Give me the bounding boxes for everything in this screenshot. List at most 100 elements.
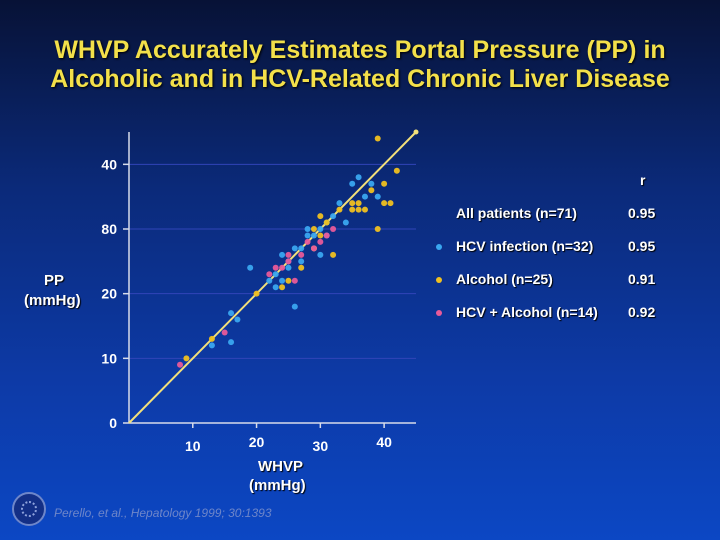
legend-r-header: r xyxy=(640,172,646,188)
point-hcv-alcohol-9 xyxy=(323,232,330,239)
point-alcohol-19 xyxy=(387,200,394,207)
point-alcohol-20 xyxy=(393,167,400,174)
point-hcv-alcohol-4 xyxy=(285,258,292,265)
point-hcv-alcohol-2 xyxy=(272,264,279,271)
point-hcv-infection-31 xyxy=(304,232,311,239)
point-hcv-alcohol-8 xyxy=(317,238,324,245)
point-alcohol-23 xyxy=(349,200,356,207)
y-tick-label-10: 10 xyxy=(101,350,117,366)
identity-line-group xyxy=(128,129,419,424)
point-hcv-infection-23 xyxy=(368,180,375,187)
point-hcv-infection-15 xyxy=(317,226,324,232)
y-tick-label-40: 40 xyxy=(101,156,117,172)
legend-r-alcohol: 0.91 xyxy=(628,271,656,287)
point-alcohol-12 xyxy=(355,200,362,207)
legend-row-hcv: HCV infection (n=32) 0.95 xyxy=(432,238,692,258)
point-alcohol-5 xyxy=(298,264,305,271)
point-hcv-infection-4 xyxy=(247,264,254,271)
point-hcv-infection-5 xyxy=(266,277,273,284)
point-alcohol-10 xyxy=(336,206,343,213)
legend-row-hcv-alcohol: HCV + Alcohol (n=14) 0.92 xyxy=(432,304,692,324)
point-hcv-infection-25 xyxy=(317,251,324,258)
identity-line xyxy=(128,131,417,424)
point-hcv-infection-10 xyxy=(291,303,298,310)
point-alcohol-0 xyxy=(183,355,190,362)
point-hcv-infection-28 xyxy=(279,277,286,284)
point-alcohol-21 xyxy=(310,226,317,232)
point-alcohol-8 xyxy=(323,219,330,226)
point-hcv-infection-19 xyxy=(342,219,349,226)
x-tick-label-10: 10 xyxy=(185,438,201,454)
point-hcv-alcohol-3 xyxy=(279,264,286,271)
x-axis-label-line1: WHVP xyxy=(258,458,303,475)
point-alcohol-11 xyxy=(349,206,356,213)
point-hcv-alcohol-13 xyxy=(304,238,311,245)
slide-title: WHVP Accurately Estimates Portal Pressur… xyxy=(0,36,720,94)
point-alcohol-18 xyxy=(381,180,388,187)
point-hcv-infection-24 xyxy=(374,193,381,200)
legend-dot-hcv xyxy=(436,244,442,250)
point-alcohol-3 xyxy=(279,284,286,291)
x-tick-label-40: 40 xyxy=(376,434,392,450)
point-hcv-alcohol-1 xyxy=(221,329,228,336)
point-alcohol-22 xyxy=(317,232,324,239)
point-hcv-infection-7 xyxy=(279,251,286,258)
point-hcv-infection-18 xyxy=(336,200,343,207)
point-alcohol-4 xyxy=(285,277,292,284)
x-tick-label-30: 30 xyxy=(313,438,329,454)
legend-label-hcv-alcohol: HCV + Alcohol (n=14) xyxy=(456,304,598,320)
point-hcv-infection-12 xyxy=(304,226,311,232)
point-hcv-infection-20 xyxy=(349,180,356,187)
point-hcv-infection-11 xyxy=(298,258,305,265)
point-hcv-infection-2 xyxy=(228,310,235,317)
point-alcohol-14 xyxy=(368,187,375,194)
point-hcv-infection-14 xyxy=(310,232,317,239)
x-tick-label-20: 20 xyxy=(249,434,265,450)
title-line-2: Alcoholic and in HCV-Related Chronic Liv… xyxy=(50,65,670,93)
point-hcv-alcohol-12 xyxy=(285,251,292,258)
point-hcv-infection-21 xyxy=(355,174,362,181)
point-hcv-alcohol-6 xyxy=(298,251,305,258)
citation: Perello, et al., Hepatology 1999; 30:139… xyxy=(54,506,272,520)
point-alcohol-16 xyxy=(374,135,381,142)
point-hcv-alcohol-11 xyxy=(266,271,273,278)
legend-dot-hcv-alcohol xyxy=(436,310,442,316)
legend-label-all: All patients (n=71) xyxy=(456,205,577,221)
legend-row-alcohol: Alcohol (n=25) 0.91 xyxy=(432,271,692,291)
point-alcohol-2 xyxy=(253,290,260,297)
legend-r-hcv: 0.95 xyxy=(628,238,656,254)
point-hcv-alcohol-7 xyxy=(310,245,317,252)
point-alcohol-7 xyxy=(317,213,324,220)
y-tick-label-20: 20 xyxy=(101,286,117,302)
point-hcv-infection-1 xyxy=(228,339,235,346)
x-axis-label-line2: (mmHg) xyxy=(249,477,306,494)
legend-r-hcv-alcohol: 0.92 xyxy=(628,304,656,320)
point-hcv-alcohol-10 xyxy=(330,226,337,232)
point-hcv-infection-29 xyxy=(291,245,298,252)
title-line-1: WHVP Accurately Estimates Portal Pressur… xyxy=(54,36,666,64)
point-hcv-infection-0 xyxy=(208,342,215,349)
point-hcv-alcohol-0 xyxy=(177,361,184,368)
point-hcv-infection-3 xyxy=(234,316,241,323)
chart-axes xyxy=(123,132,416,428)
point-hcv-infection-22 xyxy=(361,193,368,200)
y-axis-label-line1: PP xyxy=(44,272,65,289)
point-hcv-alcohol-5 xyxy=(291,277,298,284)
point-alcohol-17 xyxy=(381,200,388,207)
legend-label-alcohol: Alcohol (n=25) xyxy=(456,271,553,287)
chart-tick-labels: 0 10 20 80 40 10 20 30 40 xyxy=(101,156,392,454)
y-tick-label-30: 80 xyxy=(101,221,117,237)
legend-row-all: All patients (n=71) 0.95 xyxy=(432,205,692,225)
point-hcv-infection-30 xyxy=(298,245,305,252)
point-alcohol-9 xyxy=(330,251,337,258)
chart-points xyxy=(177,135,400,368)
legend-r-all: 0.95 xyxy=(628,205,656,221)
identity-line-end-dot xyxy=(413,129,419,135)
point-alcohol-24 xyxy=(355,206,362,213)
institution-logo-icon xyxy=(12,492,46,526)
point-hcv-infection-17 xyxy=(330,213,337,220)
point-hcv-infection-6 xyxy=(272,271,279,278)
legend-label-hcv: HCV infection (n=32) xyxy=(456,238,594,254)
point-alcohol-13 xyxy=(361,206,368,213)
